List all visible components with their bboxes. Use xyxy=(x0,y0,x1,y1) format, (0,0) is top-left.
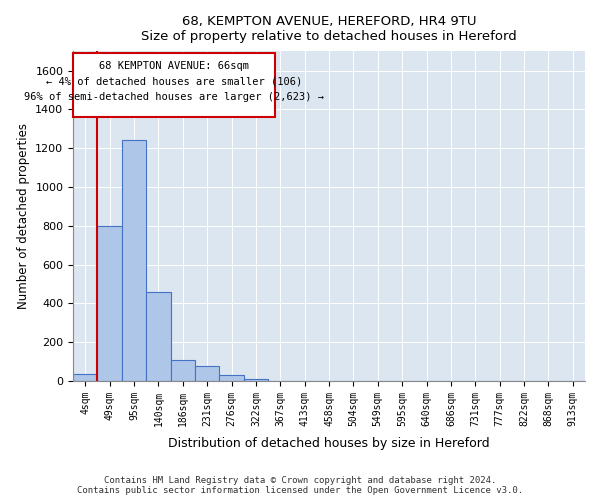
Bar xyxy=(97,226,122,381)
Text: Contains HM Land Registry data © Crown copyright and database right 2024.
Contai: Contains HM Land Registry data © Crown c… xyxy=(77,476,523,495)
Bar xyxy=(146,292,170,381)
Text: 68 KEMPTON AVENUE: 66sqm
← 4% of detached houses are smaller (106)
96% of semi-d: 68 KEMPTON AVENUE: 66sqm ← 4% of detache… xyxy=(24,60,324,102)
FancyBboxPatch shape xyxy=(73,53,275,117)
Bar xyxy=(244,380,268,381)
Bar xyxy=(220,375,244,381)
Bar xyxy=(195,366,220,381)
Bar xyxy=(73,374,97,381)
X-axis label: Distribution of detached houses by size in Hereford: Distribution of detached houses by size … xyxy=(168,437,490,450)
Y-axis label: Number of detached properties: Number of detached properties xyxy=(17,123,30,309)
Bar xyxy=(122,140,146,381)
Title: 68, KEMPTON AVENUE, HEREFORD, HR4 9TU
Size of property relative to detached hous: 68, KEMPTON AVENUE, HEREFORD, HR4 9TU Si… xyxy=(141,15,517,43)
Bar xyxy=(170,360,195,381)
